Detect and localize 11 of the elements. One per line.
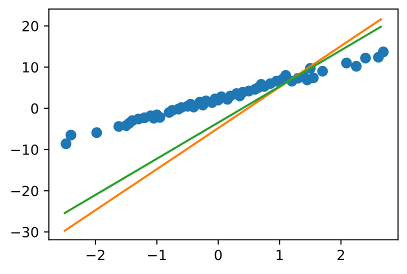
x-tick-label: 2 — [338, 250, 344, 260]
x-tick-label: −1 — [148, 250, 166, 260]
x-tick-label: 0 — [214, 250, 222, 260]
y-tick-label: −30 — [11, 226, 38, 238]
x-tick-label: 1 — [276, 250, 283, 260]
y-tick-label: 20 — [22, 20, 38, 32]
y-tick-label: −10 — [11, 144, 38, 155]
y-tick-label: 10 — [22, 62, 38, 73]
y-tick-label: −20 — [11, 186, 38, 196]
x-tick-label: −2 — [86, 250, 104, 260]
y-tick-label: 0 — [31, 103, 38, 114]
